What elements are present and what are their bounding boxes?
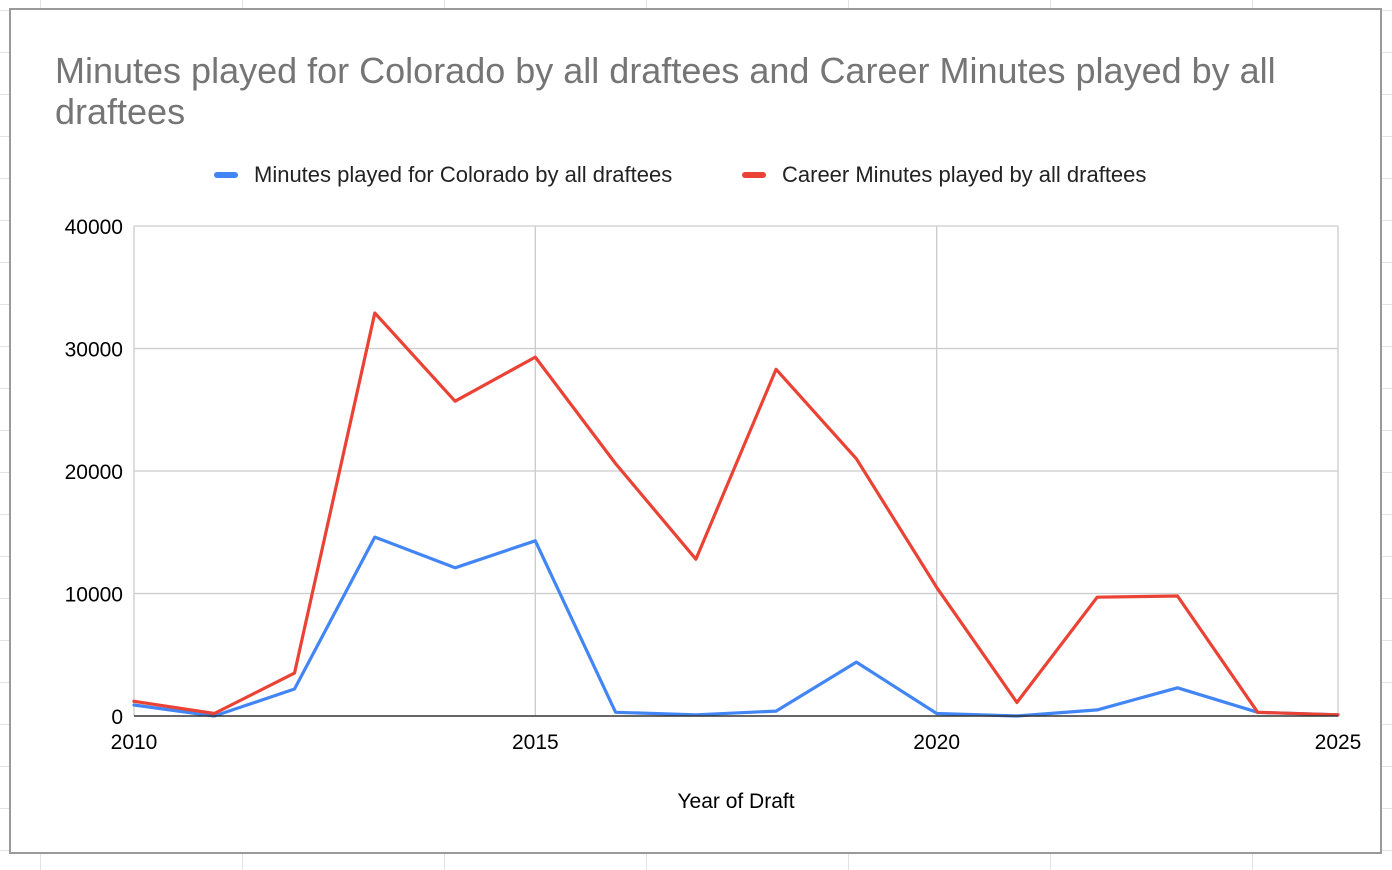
- data-point-career: [132, 699, 136, 703]
- legend-label-colorado: Minutes played for Colorado by all draft…: [254, 162, 673, 187]
- data-point-colorado: [373, 535, 377, 539]
- data-point-colorado: [614, 710, 618, 714]
- y-tick-label: 0: [111, 706, 123, 729]
- grid-lines: [133, 225, 1339, 716]
- data-point-colorado: [1095, 708, 1099, 712]
- legend-swatch-colorado: [214, 172, 238, 178]
- data-point-career: [774, 367, 778, 371]
- series-lines: [132, 311, 1340, 718]
- data-point-colorado: [533, 539, 537, 543]
- data-point-career: [1256, 710, 1260, 714]
- y-tick-label: 20000: [65, 461, 123, 484]
- data-point-career: [373, 311, 377, 315]
- series-line-colorado: [132, 535, 1340, 718]
- legend-label-career: Career Minutes played by all draftees: [782, 162, 1147, 187]
- chart-legend: Minutes played for Colorado by all draft…: [11, 160, 1384, 190]
- data-point-career: [1015, 701, 1019, 705]
- plot-area: 0 10000 20000 30000 40000 2010 2015 2020 2025 Ye…: [65, 216, 1362, 813]
- data-point-colorado: [774, 709, 778, 713]
- x-tick-label: 2015: [512, 731, 559, 754]
- chart-title: Minutes played for Colorado by all draft…: [55, 50, 1276, 132]
- legend-item-career[interactable]: Career Minutes played by all draftees: [742, 160, 1146, 190]
- data-point-career: [694, 557, 698, 561]
- y-tick-label: 10000: [65, 584, 123, 607]
- axes: 0 10000 20000 30000 40000 2010 2015 2020 2025: [65, 216, 1362, 754]
- data-point-career: [533, 355, 537, 359]
- data-point-colorado: [293, 687, 297, 691]
- x-tick-label: 2010: [111, 731, 158, 754]
- y-tick-label: 30000: [65, 339, 123, 362]
- data-point-colorado: [1175, 686, 1179, 690]
- x-axis-title: Year of Draft: [677, 790, 794, 813]
- legend-swatch-career: [742, 172, 766, 178]
- data-point-colorado: [935, 712, 939, 716]
- data-point-colorado: [854, 660, 858, 664]
- data-point-career: [293, 671, 297, 675]
- data-point-career: [854, 457, 858, 461]
- x-tick-label: 2025: [1315, 731, 1362, 754]
- series-line-career: [132, 311, 1340, 717]
- data-point-career: [1095, 595, 1099, 599]
- data-point-career: [212, 712, 216, 716]
- chart-container[interactable]: Minutes played for Colorado by all draft…: [9, 8, 1382, 854]
- x-tick-label: 2020: [913, 731, 960, 754]
- data-point-career: [453, 399, 457, 403]
- data-point-colorado: [453, 566, 457, 570]
- data-point-career: [1175, 594, 1179, 598]
- y-tick-label: 40000: [65, 216, 123, 239]
- data-point-career: [935, 585, 939, 589]
- data-point-career: [614, 462, 618, 466]
- legend-item-colorado[interactable]: Minutes played for Colorado by all draft…: [214, 160, 672, 190]
- data-point-colorado: [132, 703, 136, 707]
